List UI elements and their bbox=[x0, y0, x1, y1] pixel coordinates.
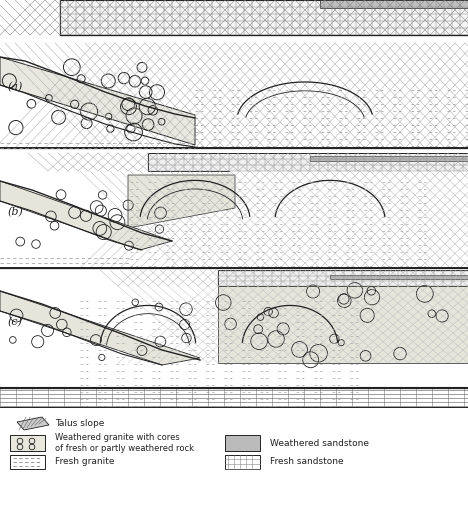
Text: Talus slope: Talus slope bbox=[55, 419, 104, 427]
Text: (c): (c) bbox=[7, 317, 22, 327]
Polygon shape bbox=[195, 43, 468, 148]
Polygon shape bbox=[148, 153, 468, 171]
Bar bbox=[225, 455, 260, 469]
Text: Fresh sandstone: Fresh sandstone bbox=[270, 458, 344, 466]
Polygon shape bbox=[0, 57, 195, 145]
Bar bbox=[10, 455, 45, 469]
Polygon shape bbox=[218, 270, 468, 286]
Polygon shape bbox=[17, 417, 49, 430]
Polygon shape bbox=[320, 0, 468, 8]
Text: (a): (a) bbox=[7, 82, 22, 92]
Text: (b): (b) bbox=[7, 207, 23, 217]
Bar bbox=[225, 435, 260, 451]
Bar bbox=[0, 410, 468, 513]
Text: Weathered sandstone: Weathered sandstone bbox=[270, 439, 369, 447]
Polygon shape bbox=[230, 171, 468, 268]
Polygon shape bbox=[128, 175, 235, 228]
Text: Fresh granite: Fresh granite bbox=[55, 458, 115, 466]
Polygon shape bbox=[310, 156, 468, 161]
Polygon shape bbox=[0, 291, 200, 365]
Text: Weathered granite with cores
of fresh or partly weathered rock: Weathered granite with cores of fresh or… bbox=[55, 433, 194, 452]
Polygon shape bbox=[330, 275, 468, 279]
Polygon shape bbox=[218, 286, 468, 363]
Polygon shape bbox=[60, 0, 468, 35]
Polygon shape bbox=[0, 181, 172, 250]
Bar bbox=[10, 435, 45, 451]
